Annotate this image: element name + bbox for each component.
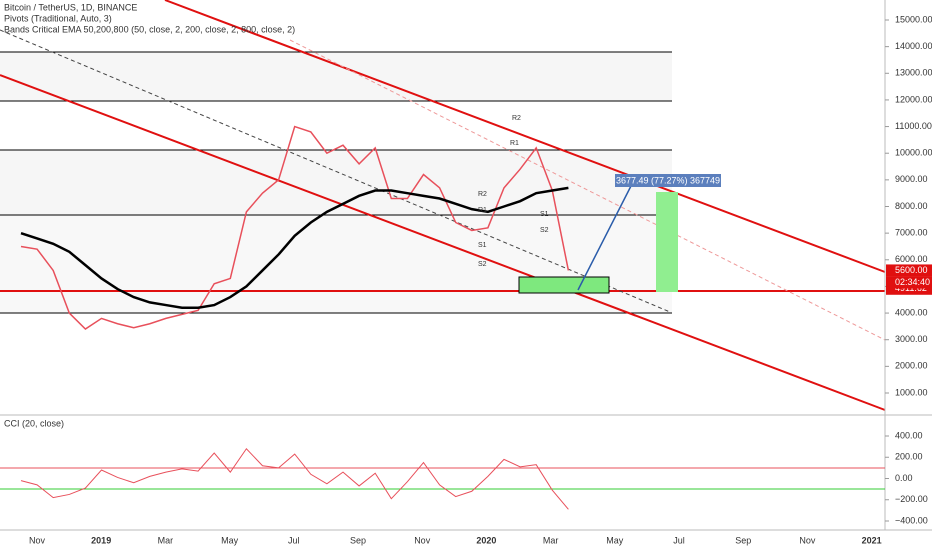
y-tick-label: 7000.00 <box>895 228 928 238</box>
y-tick-label: 8000.00 <box>895 201 928 211</box>
pivot-label: S2 <box>540 227 549 234</box>
cci-tick-label: 0.00 <box>895 473 913 483</box>
x-tick-label: 2020 <box>476 535 496 545</box>
pivot-label: R2 <box>512 115 521 122</box>
cci-tick-label: 400.00 <box>895 430 923 440</box>
line <box>20 447 569 510</box>
y-tick-label: 11000.00 <box>895 121 932 131</box>
y-tick-label: 9000.00 <box>895 174 928 184</box>
x-tick-label: 2019 <box>91 535 111 545</box>
pivot-label: S1 <box>478 242 487 249</box>
countdown-badge <box>886 276 932 289</box>
price-badge <box>886 264 932 277</box>
y-tick-label: 13000.00 <box>895 68 932 78</box>
measure-box <box>656 192 678 292</box>
x-tick-label: May <box>221 535 239 545</box>
x-tick-label: 2021 <box>862 535 882 545</box>
y-tick-label: 10000.00 <box>895 148 932 158</box>
y-tick-label: 12000.00 <box>895 94 932 104</box>
cci-tick-label: 200.00 <box>895 452 923 462</box>
pivot-label: S1 <box>540 211 549 218</box>
zone <box>0 215 672 313</box>
header: Pivots (Traditional, Auto, 3) <box>4 13 112 23</box>
box <box>518 276 610 294</box>
y-tick-label: 15000.00 <box>895 14 932 24</box>
zone <box>0 150 672 215</box>
measure-badge <box>615 174 721 187</box>
cci-tick-label: −200.00 <box>895 494 928 504</box>
x-tick-label: Jul <box>673 535 685 545</box>
x-tick-label: Sep <box>735 535 751 545</box>
x-tick-label: Mar <box>543 535 559 545</box>
trend-line <box>289 39 886 341</box>
y-tick-label: 14000.00 <box>895 41 932 51</box>
cci-title: CCI (20, close) <box>4 418 64 428</box>
y-tick-label: 1000.00 <box>895 387 928 397</box>
cci-tick-label: −400.00 <box>895 515 928 525</box>
x-tick-label: Sep <box>350 535 366 545</box>
zone <box>0 52 672 101</box>
pivot-label: R2 <box>478 191 487 198</box>
pivot-label: S2 <box>478 261 487 268</box>
header: Bitcoin / TetherUS, 1D, BINANCE <box>4 2 137 12</box>
header: Bands Critical EMA 50,200,800 (50, close… <box>4 24 295 34</box>
x-tick-label: May <box>606 535 624 545</box>
x-tick-label: Nov <box>29 535 46 545</box>
y-tick-label: 3000.00 <box>895 334 928 344</box>
pivot-label: R1 <box>478 207 487 214</box>
x-tick-label: Nov <box>414 535 431 545</box>
x-tick-label: Nov <box>799 535 816 545</box>
channel <box>0 0 886 411</box>
y-tick-label: 2000.00 <box>895 361 928 371</box>
pivot-label: R1 <box>510 140 519 147</box>
y-tick-label: 4000.00 <box>895 307 928 317</box>
measure-label: 3677.49 (77.27%) 367749 <box>616 175 720 185</box>
y-tick-label: 6000.00 <box>895 254 928 264</box>
line <box>20 186 569 309</box>
line <box>20 125 570 331</box>
trend-line <box>0 29 671 313</box>
x-tick-label: Jul <box>288 535 300 545</box>
countdown: 02:34:40 <box>895 277 930 287</box>
price-badge-label: 5600.00 <box>895 265 928 275</box>
arrow <box>577 183 633 291</box>
x-tick-label: Mar <box>158 535 174 545</box>
